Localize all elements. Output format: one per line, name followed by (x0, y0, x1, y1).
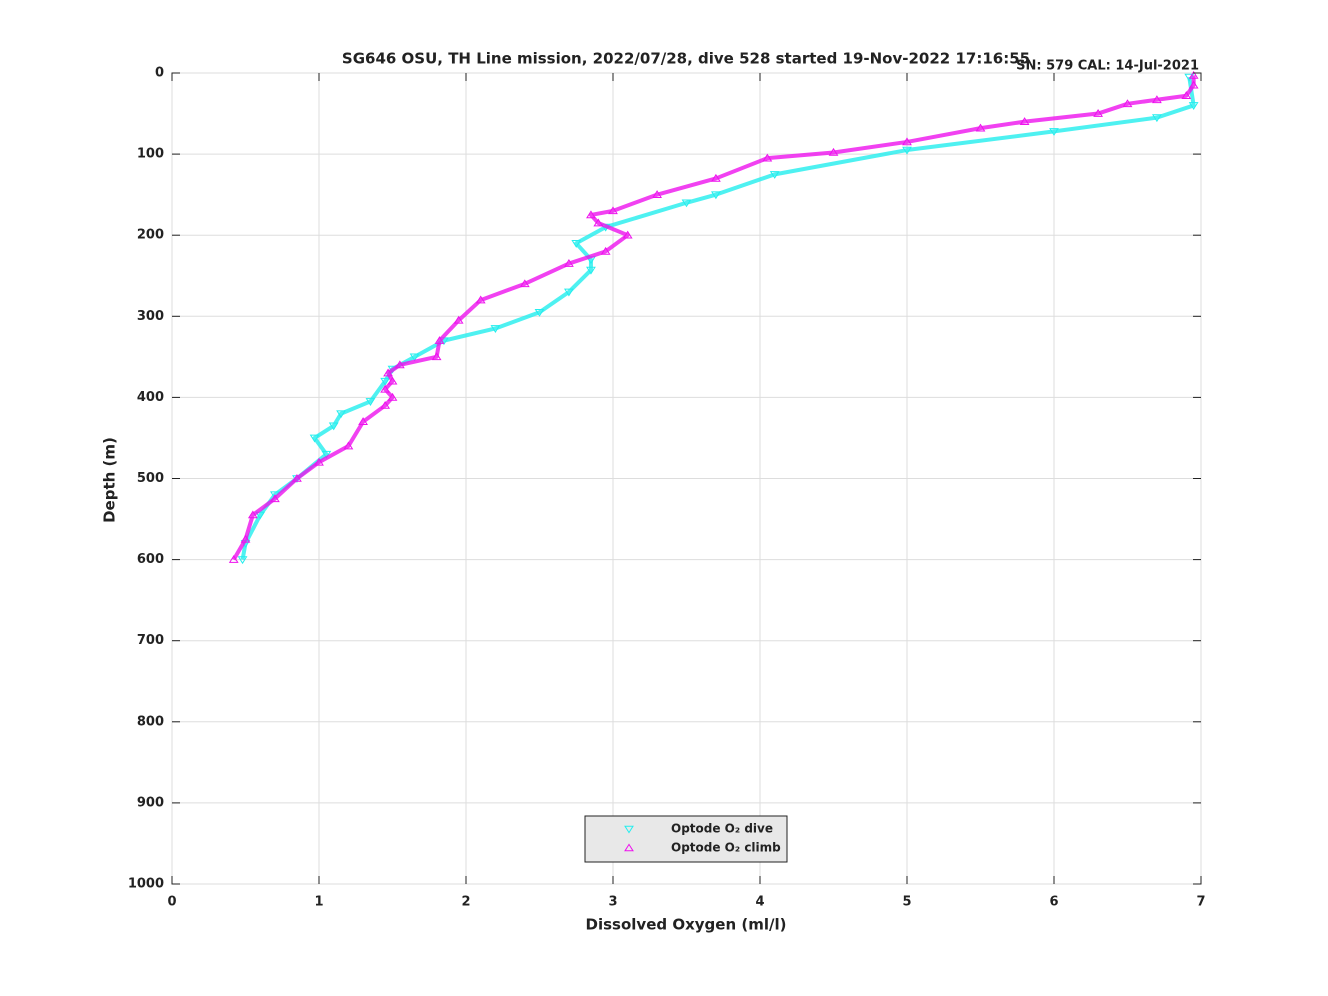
y-tick-label: 1000 (128, 877, 164, 892)
point (434, 336, 445, 344)
legend-marker (624, 825, 634, 834)
x-tick-label: 5 (902, 895, 911, 910)
point (828, 147, 839, 156)
point (1122, 99, 1133, 108)
point (387, 376, 398, 385)
point (240, 534, 251, 543)
point (563, 288, 574, 297)
legend-label: Optode O₂ dive (671, 822, 773, 836)
point (1049, 128, 1059, 136)
point (380, 384, 391, 393)
x-tick-label: 6 (1049, 895, 1058, 910)
point (1184, 73, 1195, 82)
point (681, 199, 692, 208)
point (519, 279, 530, 288)
x-tick-label: 7 (1196, 895, 1205, 910)
trace-line (232, 75, 1196, 561)
point (431, 352, 442, 361)
point (336, 410, 346, 419)
y-tick-label: 300 (137, 309, 164, 324)
y-tick-label: 400 (137, 390, 164, 405)
point (652, 190, 663, 198)
point (247, 510, 258, 519)
x-tick-label: 0 (167, 895, 176, 910)
point (563, 259, 574, 267)
x-tick-label: 4 (755, 895, 764, 910)
point (383, 368, 393, 377)
x-tick-label: 2 (461, 895, 470, 910)
x-tick-label: 1 (314, 895, 323, 910)
marks (228, 70, 1199, 565)
point (622, 230, 633, 239)
point (309, 434, 320, 443)
point (534, 308, 545, 317)
point (237, 556, 248, 565)
point (1181, 91, 1192, 100)
y-tick-label: 600 (137, 552, 164, 567)
point (387, 392, 398, 401)
point (453, 315, 464, 324)
y-tick-label: 900 (137, 795, 164, 810)
grid (171, 72, 1202, 885)
point (365, 398, 376, 406)
point (1188, 70, 1199, 79)
annotation: SN: 579 CAL: 14-Jul-2021 (1016, 59, 1199, 74)
chart-title: SG646 OSU, TH Line mission, 2022/07/28, … (342, 50, 1030, 68)
x-tick-label: 3 (608, 895, 617, 910)
legend: Optode O₂ dive Optode O₂ climb (584, 815, 788, 863)
point (1151, 95, 1162, 104)
point (394, 360, 405, 369)
point (255, 511, 266, 520)
legend-label: Optode O₂ climb (671, 841, 781, 855)
y-tick-label: 500 (137, 471, 164, 486)
point (593, 218, 604, 227)
y-tick-label: 0 (155, 66, 164, 81)
point (586, 210, 596, 219)
point (571, 240, 582, 248)
point (1019, 117, 1030, 125)
point (975, 123, 986, 132)
point (328, 422, 339, 431)
point (608, 206, 618, 215)
y-tick-label: 100 (137, 147, 164, 162)
point (358, 417, 369, 426)
point (1093, 109, 1104, 117)
point (409, 353, 420, 362)
point (343, 441, 354, 450)
y-tick-label: 700 (137, 633, 164, 648)
legend-marker (624, 843, 634, 852)
point (380, 377, 391, 386)
y-tick-label: 800 (137, 714, 164, 729)
point (586, 266, 596, 275)
ticks: 0 1 2 3 4 5 6 7 0 100 200 300 400 500 600 700 800 900 1000 (128, 66, 1206, 910)
x-axis-label: Dissolved Oxygen (ml/l) (586, 916, 787, 934)
point (769, 171, 780, 179)
point (600, 246, 611, 255)
point (1188, 80, 1199, 89)
point (269, 494, 280, 503)
point (1151, 114, 1162, 123)
y-axis-label: Depth (m) (101, 437, 119, 523)
point (314, 457, 324, 466)
point (490, 325, 501, 334)
point (321, 450, 332, 459)
point (710, 173, 721, 182)
point (380, 400, 391, 409)
point (762, 153, 773, 162)
y-tick-label: 200 (137, 228, 164, 243)
point (902, 137, 912, 146)
point (902, 146, 912, 155)
point (710, 191, 721, 200)
legend-box (584, 815, 788, 863)
point (292, 473, 302, 482)
point (228, 555, 239, 563)
point (1188, 102, 1199, 110)
point (475, 295, 486, 304)
